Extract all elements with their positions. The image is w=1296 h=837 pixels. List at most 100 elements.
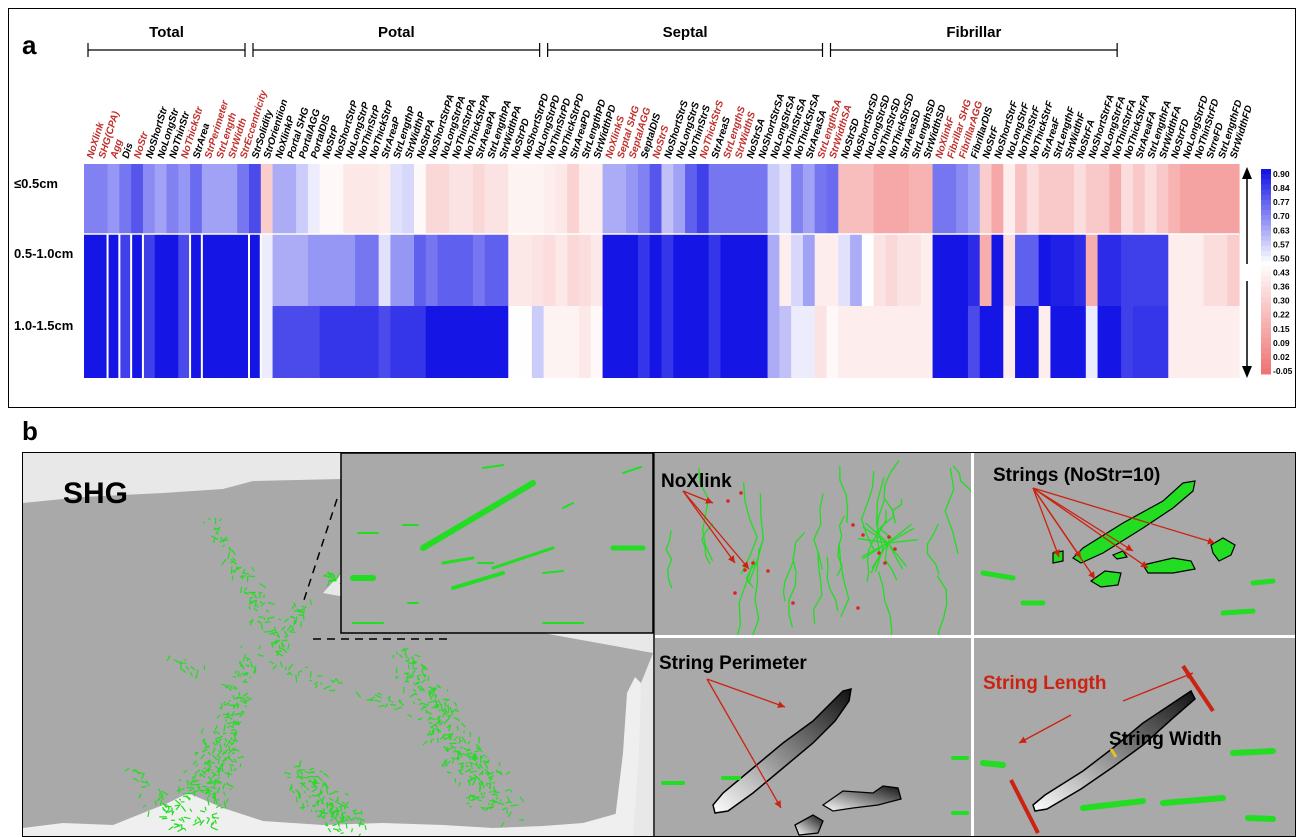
fiber-segment	[177, 827, 185, 833]
fiber-segment	[314, 684, 318, 689]
fiber-segment	[456, 726, 459, 731]
fiber-segment	[497, 771, 503, 775]
strings-arrows	[1032, 487, 1216, 580]
heatmap-cell	[520, 164, 533, 234]
heatmap-cell	[673, 164, 686, 234]
heatmap-cell	[814, 234, 828, 306]
fiber-segment	[446, 689, 449, 692]
crosslink-dot	[739, 491, 743, 495]
fiber-segment	[193, 792, 196, 797]
fiber-segment	[310, 809, 313, 813]
fiber-segment	[330, 812, 336, 820]
heatmap-cell	[366, 164, 380, 234]
heatmap-cell	[1026, 164, 1040, 234]
fiber-strand	[838, 544, 850, 618]
fiber-segment	[419, 685, 426, 692]
fiber-segment	[272, 632, 276, 636]
colorbar-step	[1261, 256, 1271, 262]
heatmap-cell	[1085, 306, 1099, 378]
colorbar-tick: 0.02	[1273, 352, 1290, 362]
fiber-segment	[481, 770, 484, 776]
fiber-segment	[173, 824, 182, 829]
heatmap-cell	[131, 164, 144, 234]
fiber-segment	[481, 754, 486, 757]
heatmap-cell	[249, 164, 262, 234]
fiber-segment	[211, 826, 218, 831]
fiber-segment	[194, 751, 199, 756]
fiber-segment	[254, 596, 258, 599]
fiber-segment	[211, 778, 218, 784]
fiber-segment	[201, 748, 208, 753]
heatmap-cell	[979, 164, 993, 234]
arrow-head	[1140, 561, 1148, 568]
heatmap-cell	[755, 306, 769, 378]
heatmap-cell	[437, 164, 450, 234]
heatmap-cell	[425, 234, 439, 306]
fiber-segment	[392, 654, 395, 659]
fiber-segment	[474, 763, 478, 766]
row-label: 1.0-1.5cm	[14, 318, 73, 333]
colorbar-step	[1261, 292, 1271, 298]
heatmap-cell	[1097, 306, 1110, 378]
heatmap-cell	[779, 164, 792, 234]
fiber-segment	[507, 811, 513, 818]
fiber-segment	[508, 801, 512, 804]
fiber-segment	[427, 700, 435, 704]
string-object	[1111, 550, 1128, 560]
fiber-segment	[311, 788, 318, 793]
colorbar-step	[1261, 317, 1271, 324]
fiber-segment	[469, 805, 472, 808]
fiber-segment	[461, 765, 464, 771]
heatmap-cell	[1038, 164, 1052, 234]
fiber-segment	[480, 806, 486, 809]
colorbar-tick: 0.84	[1273, 183, 1290, 193]
fiber-strand	[884, 539, 898, 581]
fiber-strand	[871, 542, 889, 569]
fiber-segment	[354, 816, 359, 821]
glass-region	[23, 793, 623, 836]
heatmap-cell	[979, 234, 993, 306]
heatmap-cell	[119, 164, 132, 234]
fiber-segment	[412, 667, 418, 670]
colorbar-step	[1261, 286, 1271, 293]
fiber-segment	[200, 728, 204, 734]
fiber-segment	[449, 737, 453, 740]
heatmap-cell	[378, 234, 392, 306]
fiber-segment	[306, 787, 309, 791]
fiber-segment	[412, 701, 415, 705]
fiber-segment	[465, 794, 474, 799]
fiber-segment	[483, 760, 489, 764]
fiber-segment	[232, 702, 238, 709]
fiber-segment	[283, 630, 289, 637]
fiber-segment	[231, 711, 235, 716]
heatmap-cell	[814, 306, 828, 378]
fiber-strand	[887, 542, 904, 570]
heatmap-cell	[260, 234, 274, 306]
fiber-segment	[213, 537, 216, 544]
heatmap-cell	[1203, 234, 1217, 306]
fiber-segment	[195, 763, 199, 767]
fiber-segment	[213, 798, 216, 804]
fiber-segment	[360, 810, 363, 815]
colorbar-step	[1261, 276, 1271, 283]
heatmap-cell	[237, 164, 250, 234]
heatmap-cell	[355, 234, 368, 306]
heatmap-cell	[1227, 306, 1240, 378]
heatmap-cell	[390, 164, 403, 234]
cell-divider	[200, 234, 203, 378]
heatmap-cell	[708, 234, 722, 306]
fiber-segment	[328, 580, 337, 583]
width-label: String Width	[1109, 729, 1222, 750]
heatmap-cell	[614, 306, 627, 378]
fiber-segment	[461, 736, 467, 744]
fiber-segment	[206, 763, 211, 767]
heatmap-cell	[967, 234, 981, 306]
fiber-segment	[203, 742, 210, 749]
colorbar-step	[1261, 240, 1271, 247]
fiber-segment	[342, 812, 347, 814]
string-object	[1210, 537, 1236, 562]
heatmap-cell	[1168, 234, 1181, 306]
arrow-head	[728, 555, 735, 563]
fiber-segment	[196, 816, 200, 820]
fiber-segment	[235, 721, 242, 726]
